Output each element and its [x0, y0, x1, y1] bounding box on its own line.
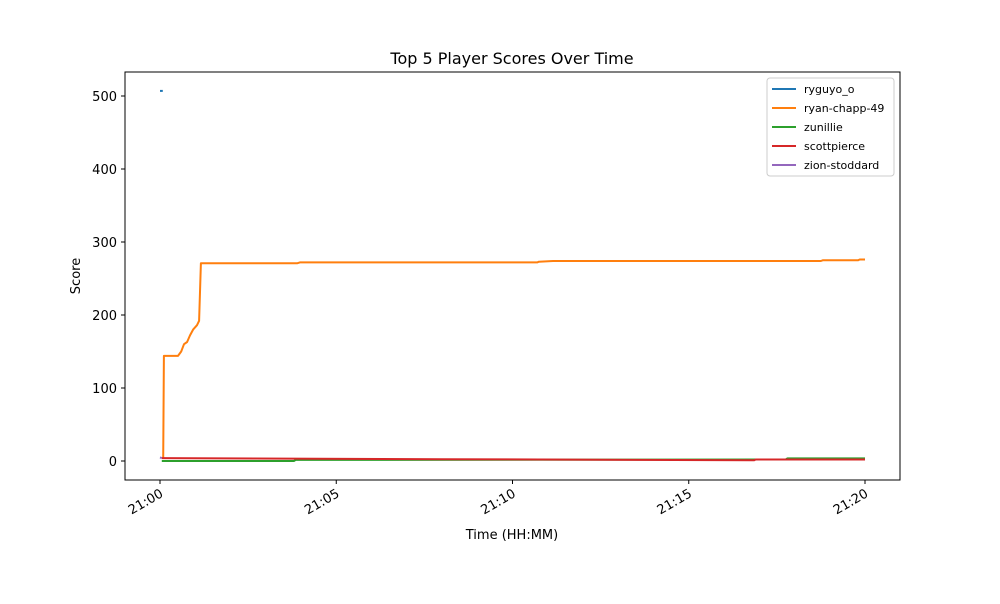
y-axis-label: Score	[69, 258, 84, 294]
legend-label-ryan-chapp-49: ryan-chapp-49	[804, 102, 884, 115]
y-tick-label: 200	[92, 309, 117, 324]
x-axis-label: Time (HH:MM)	[465, 528, 558, 543]
y-tick-label: 300	[92, 236, 117, 251]
series-line-ryan-chapp-49	[162, 258, 865, 459]
y-axis: 0 100 200 300 400 500	[92, 90, 125, 470]
y-tick-label: 0	[109, 455, 117, 470]
y-tick-label: 500	[92, 90, 117, 105]
series-line-scottpierce	[161, 457, 865, 462]
legend-label-zion-stoddard: zion-stoddard	[804, 159, 879, 172]
y-tick-label: 400	[92, 163, 117, 178]
legend-frame	[766, 77, 895, 177]
legend: ryguyo_o ryan-chapp-49 zunillie scottpierce…	[766, 77, 895, 177]
y-tick-label: 100	[92, 382, 117, 397]
chart-title: Top 5 Player Scores Over Time	[389, 49, 633, 68]
legend-label-ryguyo_o: ryguyo_o	[804, 83, 855, 96]
legend-label-scottpierce: scottpierce	[804, 140, 865, 153]
legend-label-zunillie: zunillie	[804, 121, 843, 134]
plot-area	[159, 89, 865, 462]
series-line-zion-stoddard	[159, 456, 163, 460]
